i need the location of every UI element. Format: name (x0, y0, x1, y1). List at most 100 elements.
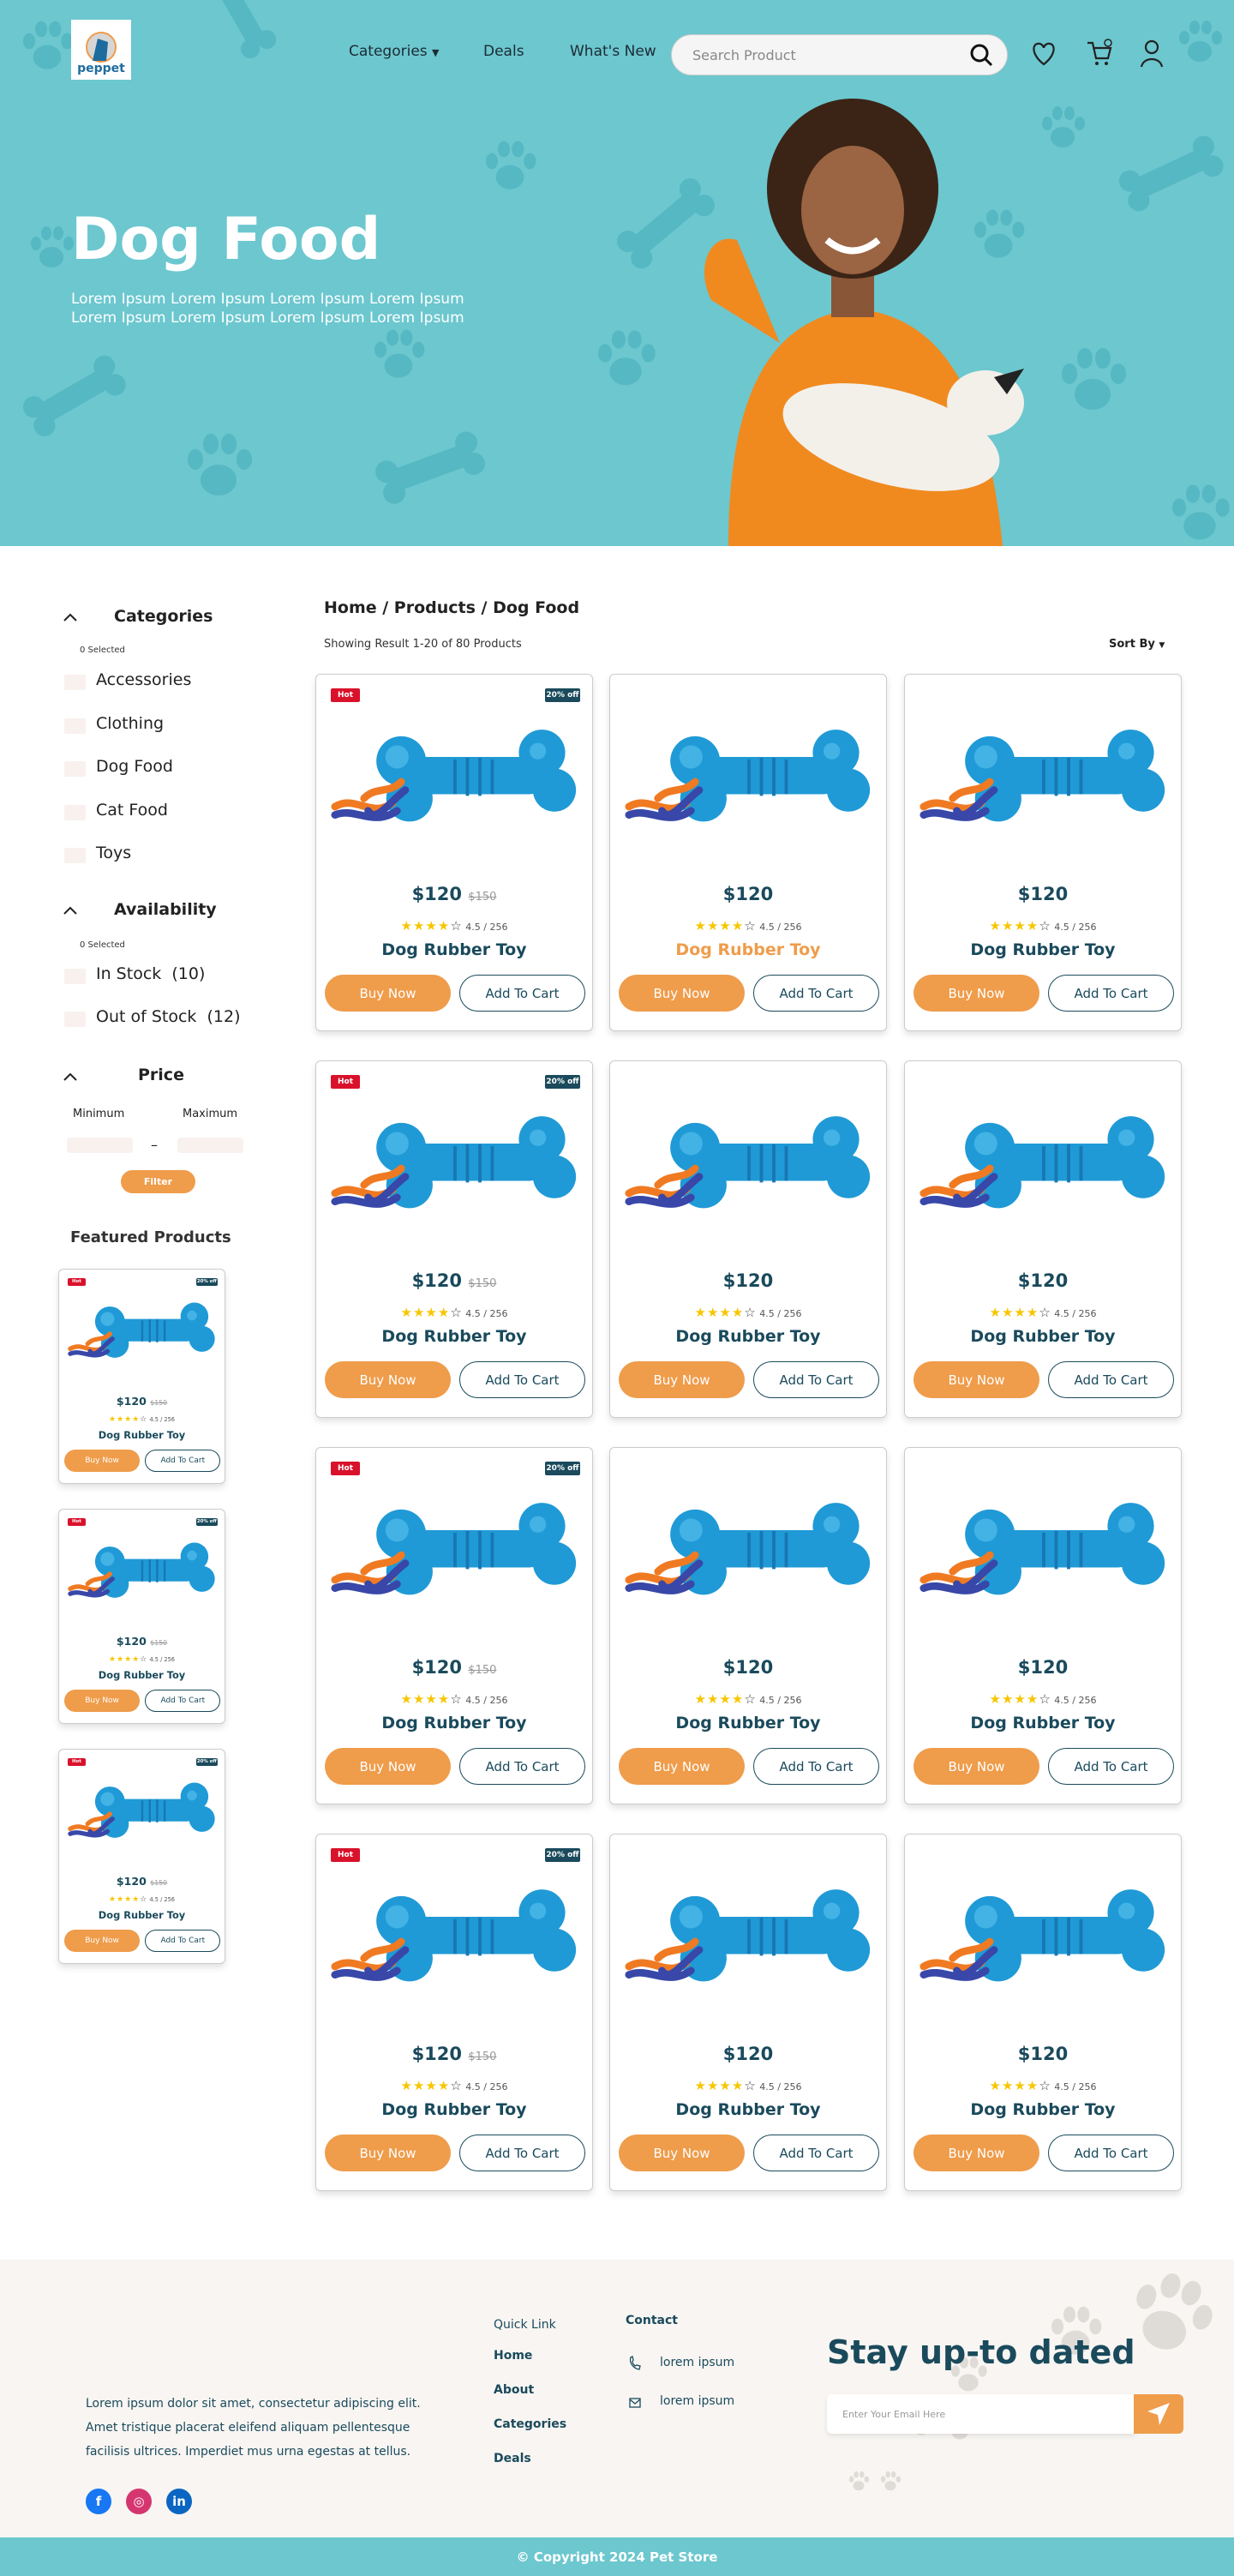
linkedin-icon[interactable]: in (166, 2489, 192, 2514)
newsletter-email-input[interactable]: Enter Your Email Here (827, 2394, 1135, 2434)
add-to-cart-button[interactable]: Add To Cart (145, 1450, 221, 1472)
product-image[interactable] (331, 1113, 579, 1224)
buy-now-button[interactable]: Buy Now (914, 1361, 1039, 1398)
product-name[interactable]: Dog Rubber Toy (970, 2100, 1116, 2119)
buy-now-button[interactable]: Buy Now (914, 1748, 1039, 1785)
product-card[interactable]: $120 ★★★★☆ 4.5 / 256 Dog Rubber Toy Buy Now… (609, 674, 887, 1031)
product-card[interactable]: $120 ★★★★☆ 4.5 / 256 Dog Rubber Toy Buy Now… (609, 1834, 887, 2191)
product-image[interactable] (920, 1113, 1168, 1224)
filter-button[interactable]: Filter (121, 1170, 195, 1193)
product-image[interactable] (920, 726, 1168, 838)
max-price-input[interactable] (177, 1138, 243, 1153)
add-to-cart-button[interactable]: Add To Cart (1048, 1748, 1174, 1785)
footer-link-about[interactable]: About (494, 2383, 535, 2397)
product-name[interactable]: Dog Rubber Toy (98, 1669, 186, 1681)
add-to-cart-button[interactable]: Add To Cart (753, 2135, 879, 2171)
product-name[interactable]: Dog Rubber Toy (675, 940, 821, 959)
nav-categories[interactable]: Categories ▼ (349, 43, 440, 60)
add-to-cart-button[interactable]: Add To Cart (459, 2135, 585, 2171)
category-label[interactable]: Cat Food (96, 800, 168, 820)
nav-whats-new[interactable]: What's New (570, 43, 656, 60)
buy-now-button[interactable]: Buy Now (914, 2135, 1039, 2171)
category-checkbox[interactable] (64, 761, 86, 777)
category-checkbox[interactable] (64, 804, 86, 820)
product-name[interactable]: Dog Rubber Toy (381, 940, 527, 959)
add-to-cart-button[interactable]: Add To Cart (459, 975, 585, 1012)
product-card[interactable]: $120 ★★★★☆ 4.5 / 256 Dog Rubber Toy Buy Now… (609, 1447, 887, 1804)
buy-now-button[interactable]: Buy Now (325, 2135, 451, 2171)
category-checkbox[interactable] (64, 848, 86, 863)
product-image[interactable] (68, 1540, 217, 1607)
breadcrumb[interactable]: Home / Products / Dog Food (324, 598, 580, 617)
product-image[interactable] (331, 1886, 579, 1997)
product-card[interactable]: Hot 20% off $120 $150 ★★★★☆ 4.5 / 256 Dog Ru… (315, 674, 593, 1031)
product-image[interactable] (68, 1780, 217, 1847)
product-card[interactable]: Hot 20% off $120 $150 ★★★★☆ 4.5 / 256 Dog Ru… (315, 1447, 593, 1804)
user-icon[interactable] (1136, 38, 1167, 69)
product-card[interactable]: $120 ★★★★☆ 4.5 / 256 Dog Rubber Toy Buy Now… (904, 1834, 1182, 2191)
product-image[interactable] (920, 1499, 1168, 1611)
product-name[interactable]: Dog Rubber Toy (675, 2100, 821, 2119)
buy-now-button[interactable]: Buy Now (619, 975, 745, 1012)
product-name[interactable]: Dog Rubber Toy (381, 2100, 527, 2119)
buy-now-button[interactable]: Buy Now (914, 975, 1039, 1012)
product-image[interactable] (920, 1886, 1168, 1997)
heart-icon[interactable] (1028, 38, 1059, 69)
add-to-cart-button[interactable]: Add To Cart (459, 1361, 585, 1398)
product-card[interactable]: $120 ★★★★☆ 4.5 / 256 Dog Rubber Toy Buy Now… (904, 1060, 1182, 1418)
product-image[interactable] (68, 1300, 217, 1367)
sort-by-dropdown[interactable]: Sort By ▼ (1109, 638, 1165, 651)
add-to-cart-button[interactable]: Add To Cart (1048, 1361, 1174, 1398)
buy-now-button[interactable]: Buy Now (325, 1361, 451, 1398)
footer-link-deals[interactable]: Deals (494, 2452, 531, 2465)
product-name[interactable]: Dog Rubber Toy (970, 1714, 1116, 1732)
buy-now-button[interactable]: Buy Now (64, 1930, 141, 1952)
product-card[interactable]: Hot 20% off $120 $150 ★★★★☆ 4.5 / 256 Dog Ru… (315, 1834, 593, 2191)
buy-now-button[interactable]: Buy Now (64, 1690, 141, 1712)
product-name[interactable]: Dog Rubber Toy (970, 940, 1116, 959)
add-to-cart-button[interactable]: Add To Cart (753, 1748, 879, 1785)
category-label[interactable]: Clothing (96, 713, 165, 733)
availability-label[interactable]: In Stock (10) (96, 964, 206, 983)
min-price-input[interactable] (67, 1138, 133, 1153)
category-label[interactable]: Dog Food (96, 757, 173, 776)
buy-now-button[interactable]: Buy Now (325, 975, 451, 1012)
add-to-cart-button[interactable]: Add To Cart (753, 1361, 879, 1398)
search-icon[interactable] (969, 43, 993, 67)
availability-checkbox[interactable] (64, 969, 86, 984)
nav-deals[interactable]: Deals (483, 43, 524, 60)
category-checkbox[interactable] (64, 718, 86, 734)
cart-icon[interactable] (1084, 38, 1115, 69)
availability-checkbox[interactable] (64, 1012, 86, 1027)
buy-now-button[interactable]: Buy Now (325, 1748, 451, 1785)
product-image[interactable] (625, 1499, 873, 1611)
product-card[interactable]: $120 ★★★★☆ 4.5 / 256 Dog Rubber Toy Buy Now… (609, 1060, 887, 1418)
logo[interactable]: peppet (71, 20, 131, 80)
product-image[interactable] (625, 726, 873, 838)
product-name[interactable]: Dog Rubber Toy (675, 1714, 821, 1732)
product-card[interactable]: $120 ★★★★☆ 4.5 / 256 Dog Rubber Toy Buy Now… (904, 674, 1182, 1031)
add-to-cart-button[interactable]: Add To Cart (145, 1930, 221, 1952)
product-name[interactable]: Dog Rubber Toy (98, 1909, 186, 1921)
product-image[interactable] (331, 726, 579, 838)
category-checkbox[interactable] (64, 675, 86, 690)
category-label[interactable]: Toys (96, 844, 132, 862)
product-image[interactable] (331, 1499, 579, 1611)
product-name[interactable]: Dog Rubber Toy (381, 1327, 527, 1346)
category-label[interactable]: Accessories (96, 670, 192, 689)
product-name[interactable]: Dog Rubber Toy (381, 1714, 527, 1732)
product-name[interactable]: Dog Rubber Toy (675, 1327, 821, 1346)
add-to-cart-button[interactable]: Add To Cart (1048, 2135, 1174, 2171)
add-to-cart-button[interactable]: Add To Cart (753, 975, 879, 1012)
footer-link-categories[interactable]: Categories (494, 2417, 567, 2431)
chevron-up-icon[interactable] (63, 612, 78, 622)
contact-phone[interactable]: lorem ipsum (660, 2356, 735, 2369)
featured-product-card[interactable]: Hot 20% off $120 $150 ★★★★☆ 4.5 / 256 Dog Ru… (58, 1749, 225, 1964)
product-card[interactable]: $120 ★★★★☆ 4.5 / 256 Dog Rubber Toy Buy Now… (904, 1447, 1182, 1804)
buy-now-button[interactable]: Buy Now (619, 2135, 745, 2171)
chevron-up-icon[interactable] (63, 905, 78, 916)
instagram-icon[interactable]: ◎ (126, 2489, 152, 2514)
search-input[interactable]: Search Product (671, 34, 1008, 75)
contact-email[interactable]: lorem ipsum (660, 2394, 735, 2408)
product-name[interactable]: Dog Rubber Toy (98, 1429, 186, 1441)
